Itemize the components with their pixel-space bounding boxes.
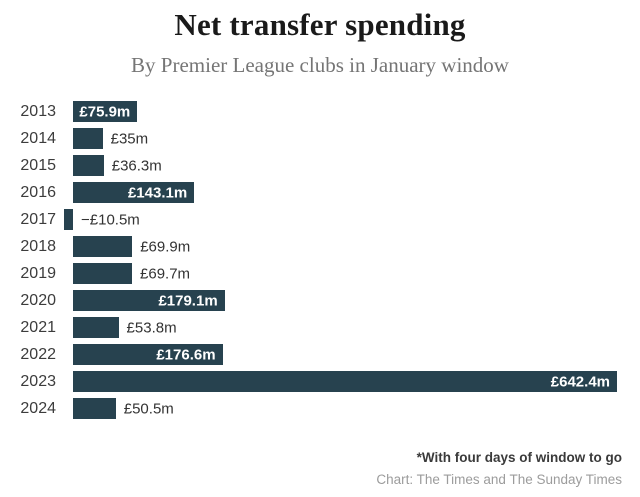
bar — [73, 290, 225, 311]
year-label: 2021 — [20, 318, 56, 336]
chart-row: 2020 £179.1m — [0, 287, 640, 314]
bar — [73, 128, 103, 149]
bar-track: £69.7m — [73, 263, 640, 284]
chart-row: 2016 £143.1m — [0, 179, 640, 206]
bar-track: £642.4m — [73, 371, 640, 392]
bar-track: £179.1m — [73, 290, 640, 311]
chart-row: 2013 £75.9m — [0, 98, 640, 125]
chart-footer: *With four days of window to go Chart: T… — [376, 450, 622, 487]
year-label: 2017 — [20, 210, 56, 228]
value-label: £75.9m — [79, 103, 131, 120]
footnote: *With four days of window to go — [416, 450, 622, 465]
chart-row: 2019 £69.7m — [0, 260, 640, 287]
bar — [73, 101, 138, 122]
year-label: 2022 — [20, 345, 56, 363]
bar-track: £69.9m — [73, 236, 640, 257]
value-label: £50.5m — [123, 400, 174, 417]
bar-track: £36.3m — [73, 155, 640, 176]
bar — [73, 344, 223, 365]
bar-track: −£10.5m — [64, 209, 640, 230]
value-label: £36.3m — [111, 157, 162, 174]
bar-track: £35m — [73, 128, 640, 149]
bar — [64, 209, 73, 230]
bar-chart: 2013 £75.9m 2014 £35m 2015 £36.3m 2016 — [0, 98, 640, 422]
chart-row: 2021 £53.8m — [0, 314, 640, 341]
chart-row: 2024 £50.5m — [0, 395, 640, 422]
value-label: −£10.5m — [81, 211, 140, 228]
chart-row: 2015 £36.3m — [0, 152, 640, 179]
chart-subtitle: By Premier League clubs in January windo… — [131, 53, 509, 77]
bar-track: £143.1m — [73, 182, 640, 203]
chart-row: 2018 £69.9m — [0, 233, 640, 260]
bar — [73, 182, 195, 203]
bar-track: £50.5m — [73, 398, 640, 419]
bar — [73, 263, 133, 284]
bar — [73, 317, 119, 338]
chart-row: 2014 £35m — [0, 125, 640, 152]
year-label: 2015 — [20, 156, 56, 174]
year-label: 2019 — [20, 264, 56, 282]
bar-track: £176.6m — [73, 344, 640, 365]
year-label: 2023 — [20, 372, 56, 390]
value-label: £69.9m — [140, 238, 191, 255]
value-label: £176.6m — [156, 346, 216, 363]
bar-track: £75.9m — [73, 101, 640, 122]
value-label: £53.8m — [126, 319, 177, 336]
value-label: £69.7m — [140, 265, 191, 282]
year-label: 2018 — [20, 237, 56, 255]
year-label: 2016 — [20, 183, 56, 201]
year-label: 2014 — [20, 129, 56, 147]
value-label: £143.1m — [127, 184, 188, 201]
bar — [73, 155, 104, 176]
year-label: 2024 — [20, 399, 56, 417]
value-label: £35m — [110, 130, 149, 147]
bar — [73, 398, 116, 419]
chart-row: 2017 −£10.5m — [0, 206, 640, 233]
chart-credit: Chart: The Times and The Sunday Times — [376, 472, 622, 487]
chart-row: 2022 £176.6m — [0, 341, 640, 368]
value-label: £642.4m — [550, 373, 610, 390]
bar-track: £53.8m — [73, 317, 640, 338]
chart-title: Net transfer spending — [174, 7, 466, 42]
bar — [73, 236, 133, 257]
year-label: 2013 — [20, 102, 56, 120]
chart-row: 2023 £642.4m — [0, 368, 640, 395]
year-label: 2020 — [20, 291, 56, 309]
value-label: £179.1m — [158, 292, 218, 309]
bar — [73, 371, 617, 392]
